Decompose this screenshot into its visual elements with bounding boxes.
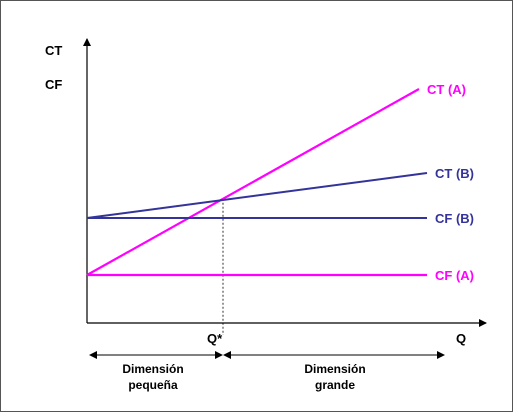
region-small-line2: pequeña xyxy=(128,378,178,392)
series-label-ct-b: CT (B) xyxy=(435,166,474,181)
q-star-label: Q* xyxy=(207,331,223,346)
region-small-arrow-left-head xyxy=(89,351,97,359)
region-small-arrow-right-head xyxy=(215,351,223,359)
region-small-line1: Dimensión xyxy=(122,362,183,376)
series-line-ct-a xyxy=(86,88,420,276)
region-large-line2: grande xyxy=(315,378,355,392)
y-axis-label-cf: CF xyxy=(45,77,62,92)
x-axis-label: Q xyxy=(456,331,466,346)
y-axis-label-ct: CT xyxy=(45,43,62,58)
series-label-ct-a: CT (A) xyxy=(427,82,466,97)
region-large-arrow-right-head xyxy=(437,351,445,359)
series-label-cf-a: CF (A) xyxy=(435,268,474,283)
region-large-line1: Dimensión xyxy=(304,362,365,376)
series-label-cf-b: CF (B) xyxy=(435,211,474,226)
series-line-ct-b xyxy=(86,172,428,219)
region-large-arrow-left-head xyxy=(223,351,231,359)
